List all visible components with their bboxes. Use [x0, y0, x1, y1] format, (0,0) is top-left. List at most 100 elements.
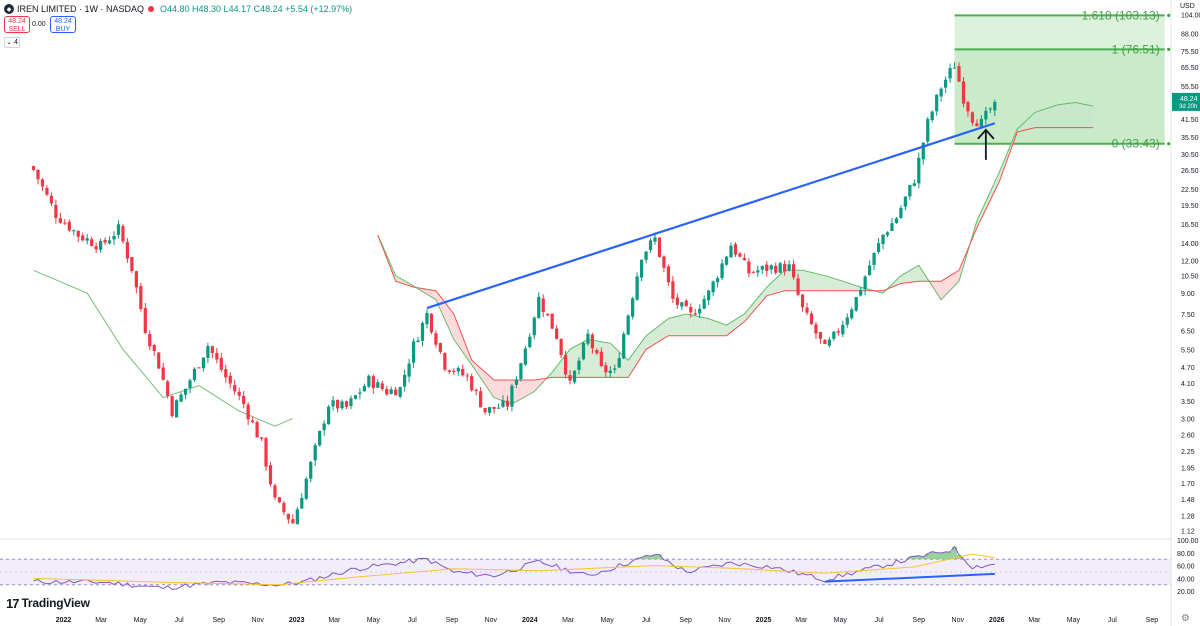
candle-body[interactable]	[358, 392, 362, 394]
candle-body[interactable]	[313, 445, 317, 461]
candle-body[interactable]	[148, 334, 152, 347]
rsi-support-trendline[interactable]	[824, 572, 995, 583]
candle-body[interactable]	[926, 119, 930, 142]
candle-body[interactable]	[286, 513, 290, 520]
candle-body[interactable]	[604, 365, 608, 373]
candle-body[interactable]	[715, 278, 720, 283]
candle-body[interactable]	[376, 382, 380, 388]
candle-body[interactable]	[528, 336, 532, 348]
candle-body[interactable]	[255, 422, 259, 438]
candle-body[interactable]	[501, 400, 505, 407]
candle-body[interactable]	[81, 235, 85, 241]
candle-body[interactable]	[818, 332, 823, 339]
candle-body[interactable]	[246, 404, 250, 420]
candle-body[interactable]	[443, 353, 447, 370]
candle-body[interactable]	[465, 375, 469, 377]
candle-body[interactable]	[434, 333, 438, 345]
candle-body[interactable]	[823, 339, 827, 345]
candle-body[interactable]	[349, 398, 353, 407]
currency-label[interactable]: USD	[1180, 3, 1195, 10]
candle-body[interactable]	[555, 328, 559, 339]
candle-body[interactable]	[791, 264, 796, 278]
candle-body[interactable]	[304, 478, 308, 499]
candle-body[interactable]	[139, 286, 143, 309]
candle-body[interactable]	[617, 358, 621, 368]
candle-body[interactable]	[103, 239, 107, 243]
candle-body[interactable]	[219, 357, 223, 370]
up-arrow-icon[interactable]	[977, 128, 995, 160]
candle-body[interactable]	[371, 376, 375, 389]
candle-body[interactable]	[729, 245, 733, 258]
candle-body[interactable]	[993, 101, 997, 111]
candle-body[interactable]	[318, 430, 322, 446]
candle-body[interactable]	[143, 307, 147, 333]
candle-body[interactable]	[867, 265, 872, 275]
tradingview-logo[interactable]: 17 TradingView	[6, 595, 90, 611]
candle-body[interactable]	[425, 312, 429, 325]
candle-body[interactable]	[917, 157, 921, 184]
candle-body[interactable]	[568, 375, 572, 381]
rsi-pane[interactable]	[0, 545, 1171, 591]
last-price-tag[interactable]	[1172, 92, 1200, 111]
candle-body[interactable]	[836, 331, 840, 333]
rsi-line[interactable]	[33, 545, 995, 591]
candle-body[interactable]	[474, 389, 478, 392]
candle-body[interactable]	[787, 264, 791, 271]
candle-body[interactable]	[157, 352, 161, 369]
candle-body[interactable]	[300, 498, 304, 509]
candle-body[interactable]	[841, 324, 845, 335]
candle-body[interactable]	[912, 183, 916, 186]
candle-body[interactable]	[94, 246, 98, 250]
candle-body[interactable]	[890, 223, 894, 231]
candle-body[interactable]	[626, 315, 630, 335]
candle-body[interactable]	[863, 276, 867, 290]
candle-body[interactable]	[335, 399, 340, 409]
candle-body[interactable]	[411, 341, 416, 363]
candle-body[interactable]	[707, 290, 711, 301]
candle-body[interactable]	[559, 338, 563, 356]
candle-body[interactable]	[653, 237, 657, 242]
candle-body[interactable]	[979, 118, 983, 128]
candle-body[interactable]	[751, 271, 755, 273]
candle-body[interactable]	[487, 407, 492, 413]
candle-body[interactable]	[702, 299, 706, 309]
candle-body[interactable]	[935, 94, 939, 112]
candle-body[interactable]	[809, 313, 814, 325]
candle-body[interactable]	[984, 110, 988, 120]
candle-body[interactable]	[492, 406, 496, 409]
candle-body[interactable]	[98, 241, 103, 250]
candle-body[interactable]	[939, 88, 943, 97]
candle-body[interactable]	[36, 169, 40, 180]
candle-body[interactable]	[930, 111, 934, 121]
candle-body[interactable]	[948, 68, 952, 79]
candle-body[interactable]	[765, 264, 769, 271]
candle-body[interactable]	[264, 438, 268, 467]
candle-body[interactable]	[125, 241, 130, 259]
candle-body[interactable]	[908, 184, 912, 197]
candle-body[interactable]	[894, 218, 899, 224]
candle-body[interactable]	[233, 385, 237, 392]
candle-body[interactable]	[398, 387, 402, 397]
candle-body[interactable]	[479, 391, 483, 408]
candle-body[interactable]	[957, 66, 961, 82]
candle-body[interactable]	[944, 79, 948, 88]
candle-body[interactable]	[215, 352, 219, 360]
candle-body[interactable]	[742, 258, 747, 261]
candle-body[interactable]	[885, 232, 890, 236]
candle-body[interactable]	[295, 509, 299, 525]
candle-body[interactable]	[769, 265, 773, 270]
candle-body[interactable]	[854, 297, 858, 311]
candle-body[interactable]	[362, 386, 366, 392]
candle-body[interactable]	[577, 360, 581, 370]
candle-body[interactable]	[54, 204, 58, 218]
candle-body[interactable]	[684, 300, 688, 307]
candle-body[interactable]	[952, 67, 957, 69]
candle-body[interactable]	[800, 294, 805, 308]
candle-body[interactable]	[599, 351, 603, 366]
candle-body[interactable]	[403, 374, 407, 387]
candle-body[interactable]	[510, 385, 514, 407]
candle-body[interactable]	[550, 313, 554, 329]
candle-body[interactable]	[242, 395, 246, 405]
candle-body[interactable]	[639, 259, 644, 278]
